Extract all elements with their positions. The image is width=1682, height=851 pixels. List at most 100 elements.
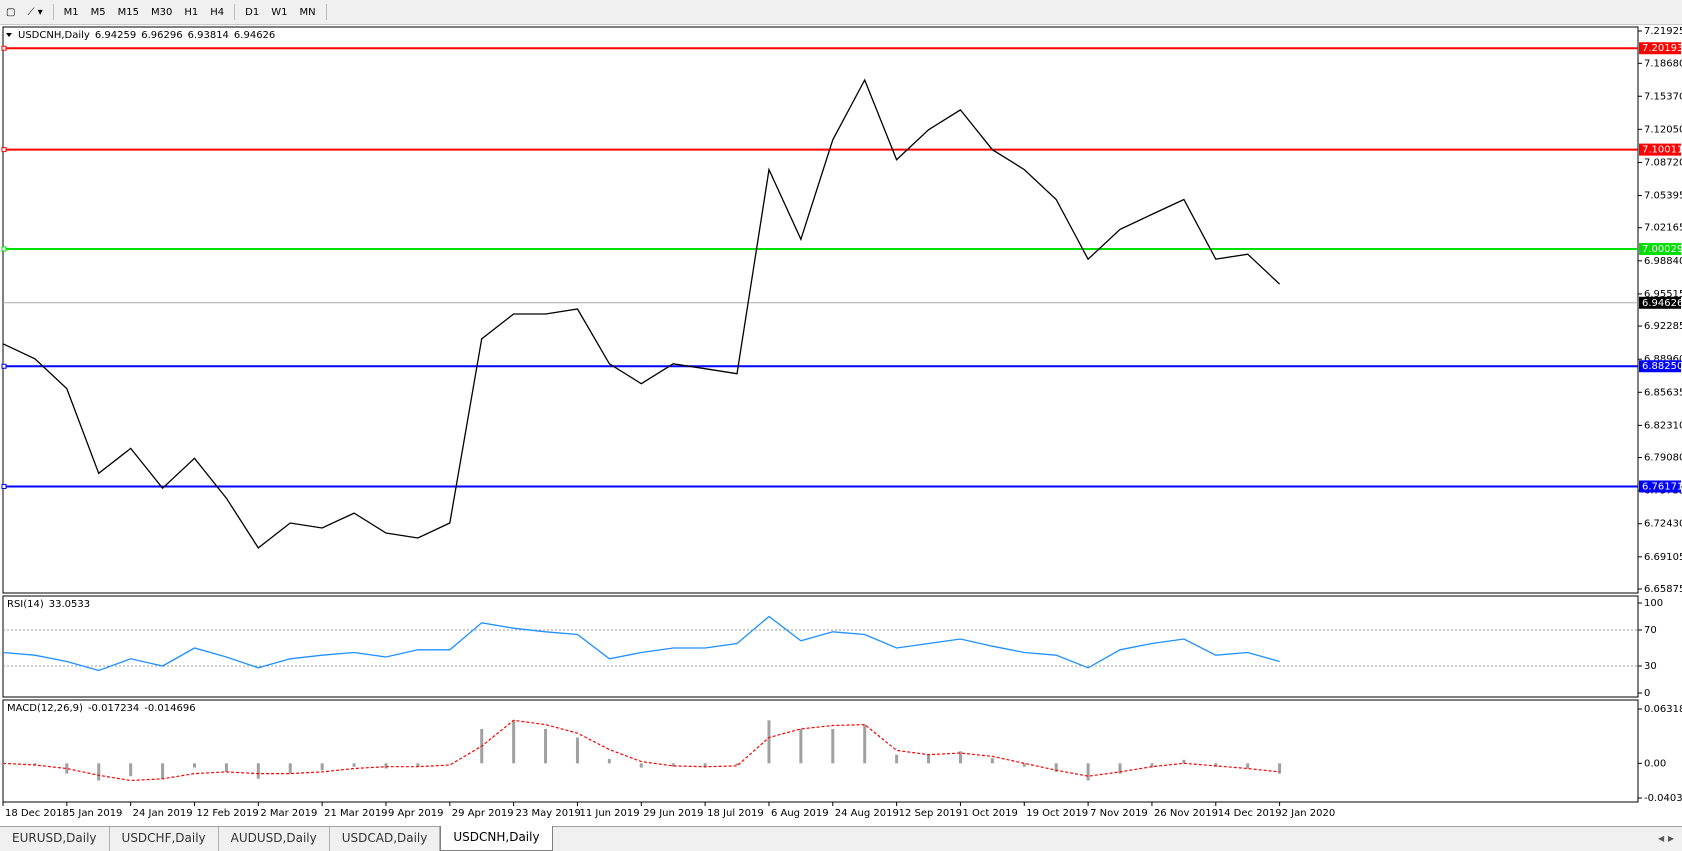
separator xyxy=(52,4,54,20)
y-tick-label: 6.92285 xyxy=(1644,321,1682,332)
series-line xyxy=(2,615,1280,672)
level-label-bg xyxy=(1639,143,1681,156)
separator xyxy=(234,4,236,20)
chart-tab[interactable]: USDCNH,Daily xyxy=(440,826,553,851)
level-label-bg xyxy=(1639,242,1681,255)
tab-bar: EURUSD,Daily USDCHF,Daily AUDUSD,Daily USDC… xyxy=(0,826,1682,851)
timeframe-button[interactable]: M30 xyxy=(151,6,173,18)
x-tick-label: 1 Oct 2019 xyxy=(962,808,1017,819)
level-handle xyxy=(1,483,7,489)
x-tick-label: 18 Dec 2018 xyxy=(5,808,69,819)
x-tick-label: 24 Jan 2019 xyxy=(133,808,193,819)
level-label-bg xyxy=(1639,42,1681,55)
chart-tab[interactable]: EURUSD,Daily xyxy=(0,827,110,851)
timeframe-button[interactable]: MN xyxy=(299,6,316,18)
timeframe-button[interactable]: W1 xyxy=(271,6,288,18)
x-tick-label: 5 Jan 2019 xyxy=(69,808,123,819)
cursor-tool[interactable]: ▢ xyxy=(6,6,16,18)
y-tick-label: 6.88960 xyxy=(1644,354,1682,365)
y-tick-label: 7.05395 xyxy=(1644,191,1682,202)
level-label: 6.76171 xyxy=(1642,481,1682,492)
x-tick-label: 29 Apr 2019 xyxy=(452,808,514,819)
title-text: USDCNH,Daily xyxy=(18,30,90,41)
x-tick-label: 2 Jan 2020 xyxy=(1282,808,1336,819)
level-handle xyxy=(1,45,7,51)
y-tick-label: 7.08720 xyxy=(1644,157,1682,168)
toolbar: ▢ ⟋ ▾ M1 M5 M15 M30 H1 H4 D1 W1 MN xyxy=(0,0,1682,25)
chart: 7.21925 7.18680 7.15370 7.12050 7.08720 7.053… xyxy=(1,26,1682,819)
y-tick-label: 6.72430 xyxy=(1644,519,1682,530)
y-tick-label: 6.85635 xyxy=(1644,387,1682,398)
series-line xyxy=(2,78,1281,549)
x-tick-label: 29 Jun 2019 xyxy=(643,808,703,819)
y-tick-label: 70 xyxy=(1644,625,1657,636)
x-tick-label: 11 Jun 2019 xyxy=(579,808,639,819)
separator xyxy=(325,4,327,20)
pane-title: MACD(12,26,9) -0.017234 -0.014696 xyxy=(7,703,196,714)
level-label: 7.00029 xyxy=(1642,244,1682,255)
level-label: 7.10011 xyxy=(1642,145,1682,156)
level-label: 6.88250 xyxy=(1642,361,1682,372)
x-tick-label: 6 Aug 2019 xyxy=(771,808,829,819)
x-tick-label: 12 Sep 2019 xyxy=(899,808,962,819)
y-tick-label: 6.98840 xyxy=(1644,256,1682,267)
header-value: 6.93814 xyxy=(188,30,229,41)
level-label-bg xyxy=(1639,360,1681,373)
header-value: -0.014696 xyxy=(144,703,195,714)
title-text: MACD(12,26,9) xyxy=(7,703,83,714)
chart-tab[interactable]: USDCAD,Daily xyxy=(330,827,441,851)
x-tick-label: 21 Mar 2019 xyxy=(324,808,387,819)
level-handle xyxy=(1,147,7,153)
menu-arrow xyxy=(6,33,12,37)
level-handle xyxy=(1,246,7,252)
x-tick-label: 24 Aug 2019 xyxy=(835,808,899,819)
timeframe-button[interactable]: M15 xyxy=(117,6,140,18)
y-tick-label: 0.063184 xyxy=(1644,704,1682,715)
pane-title: USDCNH,Daily 6.94259 6.96296 6.93814 6.94626 xyxy=(18,30,275,41)
y-tick-label: 7.18680 xyxy=(1644,58,1682,69)
x-tick-label: 2 Mar 2019 xyxy=(260,808,317,819)
y-tick-label: 6.82310 xyxy=(1644,420,1682,431)
y-tick-label: 7.21925 xyxy=(1644,26,1682,37)
x-tick-label: 18 Jul 2019 xyxy=(707,808,764,819)
drawing-tool[interactable]: ⟋ ▾ xyxy=(27,6,43,18)
timeframe-button[interactable]: M5 xyxy=(90,6,106,18)
y-tick-label: 6.65875 xyxy=(1644,584,1682,595)
header-value: 6.96296 xyxy=(141,30,182,41)
y-tick-label: 30 xyxy=(1644,661,1657,672)
signal-line xyxy=(2,719,1280,782)
level-label: 6.94626 xyxy=(1642,298,1682,309)
level-label-bg xyxy=(1639,296,1681,309)
y-tick-label: 6.79080 xyxy=(1644,453,1682,464)
title-text: RSI(14) xyxy=(7,599,44,610)
y-tick-label: -0.040355 xyxy=(1644,793,1682,804)
pane-frame xyxy=(2,699,1639,803)
header-value: -0.017234 xyxy=(88,703,139,714)
y-tick-label: 7.15370 xyxy=(1644,91,1682,102)
header-value: 6.94259 xyxy=(95,30,136,41)
x-tick-label: 19 Oct 2019 xyxy=(1026,808,1088,819)
x-tick-label: 7 Nov 2019 xyxy=(1090,808,1148,819)
y-tick-label: 7.12050 xyxy=(1644,124,1682,135)
level-label: 7.20193 xyxy=(1642,43,1682,54)
y-tick-label: 7.02165 xyxy=(1644,223,1682,234)
pane-frame xyxy=(2,26,1639,594)
pane-frame xyxy=(2,595,1639,698)
tab-scroll[interactable]: ◂ ▸ xyxy=(1658,831,1674,845)
chart-tab[interactable]: AUDUSD,Daily xyxy=(219,827,330,851)
level-label-bg xyxy=(1639,480,1681,493)
y-tick-label: 0 xyxy=(1644,688,1650,699)
timeframe-button[interactable]: D1 xyxy=(245,6,260,18)
timeframe-button[interactable]: M1 xyxy=(63,6,79,18)
x-tick-label: 14 Dec 2019 xyxy=(1218,808,1282,819)
pane-title: RSI(14) 33.0533 xyxy=(7,599,90,610)
y-tick-label: 100 xyxy=(1644,598,1663,609)
timeframe-button[interactable]: H4 xyxy=(210,6,225,18)
header-value: 6.94626 xyxy=(234,30,275,41)
level-handle xyxy=(1,363,7,369)
y-tick-label: 0.00 xyxy=(1644,758,1666,769)
timeframe-button[interactable]: H1 xyxy=(184,6,199,18)
chart-tab[interactable]: USDCHF,Daily xyxy=(110,827,219,851)
x-tick-label: 26 Nov 2019 xyxy=(1154,808,1218,819)
